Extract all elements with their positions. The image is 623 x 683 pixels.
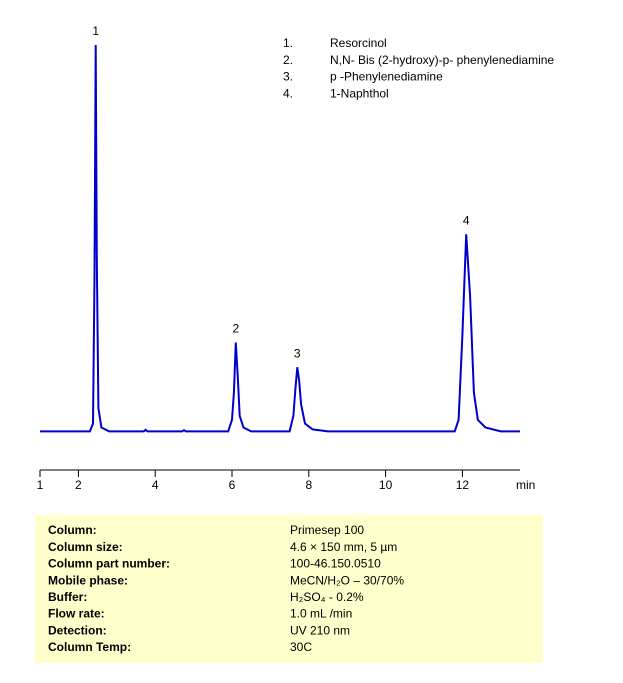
peak-label: 3 bbox=[294, 346, 301, 360]
x-tick-label: 6 bbox=[229, 478, 236, 492]
legend-number: 4. bbox=[283, 86, 293, 100]
row-value: 30C bbox=[290, 640, 312, 654]
x-tick-label: 4 bbox=[152, 478, 159, 492]
row-value: H₂SO₄ - 0.2% bbox=[290, 590, 364, 604]
row-value: 4.6 × 150 mm, 5 µm bbox=[290, 540, 397, 554]
row-label: Mobile phase: bbox=[48, 573, 128, 587]
legend-number: 1. bbox=[283, 36, 293, 50]
legend-number: 3. bbox=[283, 70, 293, 84]
row-value: MeCN/H₂O – 30/70% bbox=[290, 573, 404, 587]
row-label: Buffer: bbox=[48, 590, 87, 604]
x-tick-label: 1 bbox=[37, 478, 44, 492]
row-label: Column part number: bbox=[48, 557, 170, 571]
peak-label: 2 bbox=[232, 322, 239, 336]
row-value: 1.0 mL /min bbox=[290, 607, 352, 621]
row-label: Column size: bbox=[48, 540, 123, 554]
legend-name: 1-Naphthol bbox=[330, 86, 389, 100]
x-tick-label: 2 bbox=[75, 478, 82, 492]
info-panel bbox=[35, 515, 543, 663]
legend-name: Resorcinol bbox=[330, 36, 387, 50]
peak-label: 4 bbox=[463, 213, 470, 227]
peak-label: 1 bbox=[92, 24, 99, 38]
x-tick-label: 8 bbox=[305, 478, 312, 492]
row-value: Primesep 100 bbox=[290, 523, 364, 537]
row-label: Detection: bbox=[48, 623, 107, 637]
row-label: Flow rate: bbox=[48, 607, 105, 621]
chromatogram-trace bbox=[40, 44, 520, 433]
row-value: 100-46.150.0510 bbox=[290, 557, 381, 571]
legend-name: N,N- Bis (2-hydroxy)-p- phenylenediamine bbox=[330, 53, 554, 67]
x-tick-label: 12 bbox=[456, 478, 470, 492]
legend-name: p -Phenylenediamine bbox=[330, 70, 443, 84]
x-axis-label: min bbox=[516, 478, 535, 492]
x-tick-label: 10 bbox=[379, 478, 393, 492]
legend-number: 2. bbox=[283, 53, 293, 67]
row-label: Column Temp: bbox=[48, 640, 131, 654]
row-label: Column: bbox=[48, 523, 97, 537]
row-value: UV 210 nm bbox=[290, 623, 350, 637]
